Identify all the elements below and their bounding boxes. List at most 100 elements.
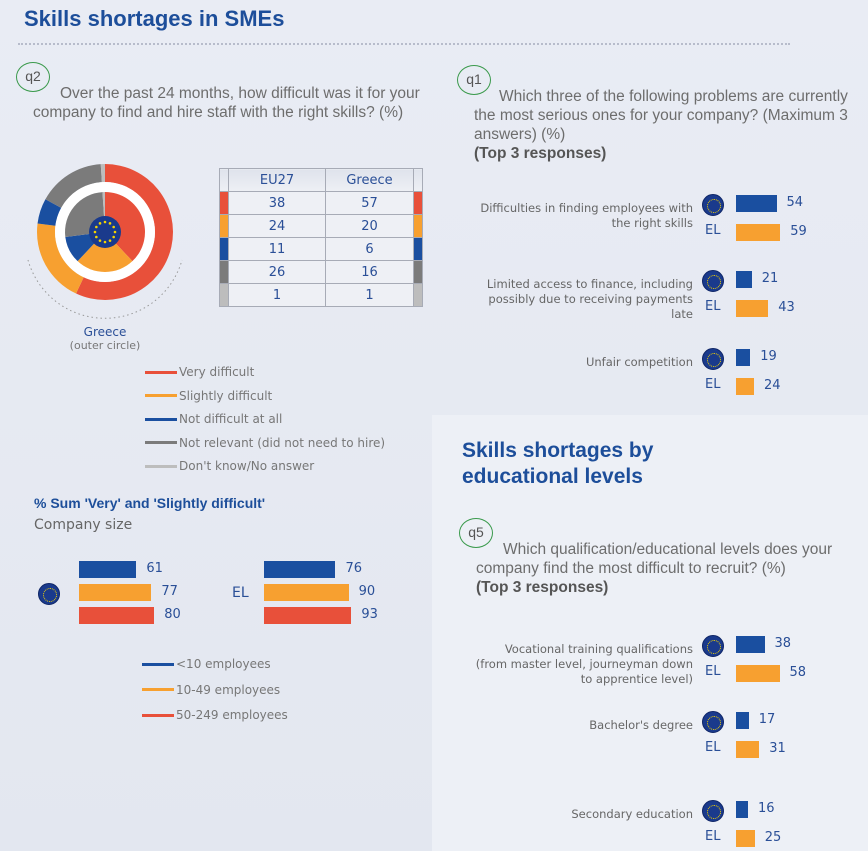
el-bar xyxy=(736,741,760,758)
q2-badge: q2 xyxy=(16,62,50,92)
eu-star xyxy=(95,235,98,239)
el-value: 58 xyxy=(789,665,807,680)
el-value: 59 xyxy=(790,224,807,239)
eu-value: 17 xyxy=(758,712,776,727)
legend-swatch xyxy=(142,662,174,666)
el-bar xyxy=(736,830,755,847)
q5-question: Which qualification/educational levels d… xyxy=(476,540,856,597)
page-title: Skills shortages in SMEs xyxy=(24,6,285,31)
q5-text: Which qualification/educational levels d… xyxy=(476,541,833,577)
greece-slice xyxy=(37,223,84,294)
greece-value: 57 xyxy=(325,191,414,215)
col-eu27: EU27 xyxy=(228,168,326,192)
eu-star xyxy=(108,239,112,242)
size-legend-item: <10 employees xyxy=(142,657,271,671)
category-label: Limited access to finance, including pos… xyxy=(486,277,693,321)
eu27-value: 24 xyxy=(228,214,326,238)
color-swatch xyxy=(219,260,229,284)
size-legend-item: 50-249 employees xyxy=(142,708,288,722)
greece-value: 16 xyxy=(325,260,414,284)
donut-chart xyxy=(27,163,183,319)
eu27-slice xyxy=(105,192,145,262)
table-row: 38 57 xyxy=(219,191,423,215)
color-swatch xyxy=(413,191,423,215)
outer-arc-marker xyxy=(27,259,183,319)
color-swatch xyxy=(413,214,423,238)
el-label: EL xyxy=(705,377,721,392)
eu-star xyxy=(113,230,117,234)
eu27-value: 11 xyxy=(228,237,326,261)
el-value: 43 xyxy=(778,300,795,315)
eu-flag-icon xyxy=(702,635,724,657)
eu-star xyxy=(108,222,112,225)
eu-star xyxy=(103,220,107,224)
legend-item: Don't know/No answer xyxy=(145,459,314,473)
eu-star xyxy=(95,225,98,229)
q5-badge: q5 xyxy=(459,518,493,548)
eu-flag-icon xyxy=(38,583,60,605)
q1-text: Which three of the following problems ar… xyxy=(474,88,848,143)
legend-label: Not difficult at all xyxy=(179,412,283,426)
eu-star xyxy=(98,239,102,242)
el-label: EL xyxy=(232,585,249,601)
legend-item: Slightly difficult xyxy=(145,389,272,403)
legend-swatch xyxy=(145,464,177,468)
legend-item: Very difficult xyxy=(145,365,254,379)
greece-slice xyxy=(45,164,102,208)
legend-swatch xyxy=(145,370,177,374)
legend-label: Not relevant (did not need to hire) xyxy=(179,435,386,450)
size-bar xyxy=(264,607,352,624)
size-value: 61 xyxy=(146,561,163,576)
q1-sub: (Top 3 responses) xyxy=(474,145,607,162)
divider xyxy=(18,43,790,45)
table-row: 11 6 xyxy=(219,237,423,261)
size-value: 80 xyxy=(164,607,181,622)
eu-flag-icon xyxy=(702,800,724,822)
color-swatch xyxy=(219,214,229,238)
el-bar xyxy=(736,300,769,317)
el-label: EL xyxy=(705,223,721,238)
eu-value: 19 xyxy=(760,349,777,364)
legend-swatch xyxy=(145,417,177,421)
color-swatch xyxy=(219,237,229,261)
size-value: 77 xyxy=(161,584,178,599)
legend-item: Not difficult at all xyxy=(145,412,282,426)
size-bar xyxy=(264,561,336,578)
eu-star xyxy=(98,222,102,225)
el-bar xyxy=(736,378,754,395)
el-label: EL xyxy=(705,664,721,679)
category-label: Secondary education xyxy=(571,807,693,821)
legend-label: Don't know/No answer xyxy=(179,459,315,473)
eu-value: 54 xyxy=(786,195,804,210)
eu-bar xyxy=(736,349,751,366)
size-subtitle: Company size xyxy=(34,517,133,533)
size-value: 90 xyxy=(358,584,376,599)
eu27-value: 26 xyxy=(228,260,326,284)
values-table: EU27 Greece 38 57 24 20 11 6 26 16 1 1 xyxy=(219,168,423,307)
greece-value: 1 xyxy=(325,283,414,307)
legend-label: <10 employees xyxy=(176,657,271,671)
q1-badge: q1 xyxy=(457,65,491,95)
size-bar xyxy=(264,584,349,601)
category-label: Bachelor's degree xyxy=(589,718,693,732)
el-value: 31 xyxy=(769,741,786,756)
size-bar xyxy=(79,607,155,624)
eu-flag-icon xyxy=(702,711,724,733)
donut-caption: Greece (outer circle) xyxy=(50,326,160,353)
eu-bar xyxy=(736,195,777,212)
size-value: 76 xyxy=(345,561,362,576)
eu-star xyxy=(112,225,115,229)
table-row: 26 16 xyxy=(219,260,423,284)
color-swatch xyxy=(413,237,423,261)
col-greece: Greece xyxy=(325,168,414,192)
eu-value: 21 xyxy=(761,271,779,286)
greece-slice xyxy=(100,163,105,183)
legend-label: Slightly difficult xyxy=(179,388,273,403)
size-title: % Sum 'Very' and 'Slightly difficult' xyxy=(34,495,266,511)
el-bar xyxy=(736,224,781,241)
q5-sub: (Top 3 responses) xyxy=(476,579,609,596)
eu-value: 38 xyxy=(774,636,792,651)
section2-title: Skills shortages by educational levels xyxy=(462,439,654,488)
eu-flag-icon xyxy=(702,270,724,292)
